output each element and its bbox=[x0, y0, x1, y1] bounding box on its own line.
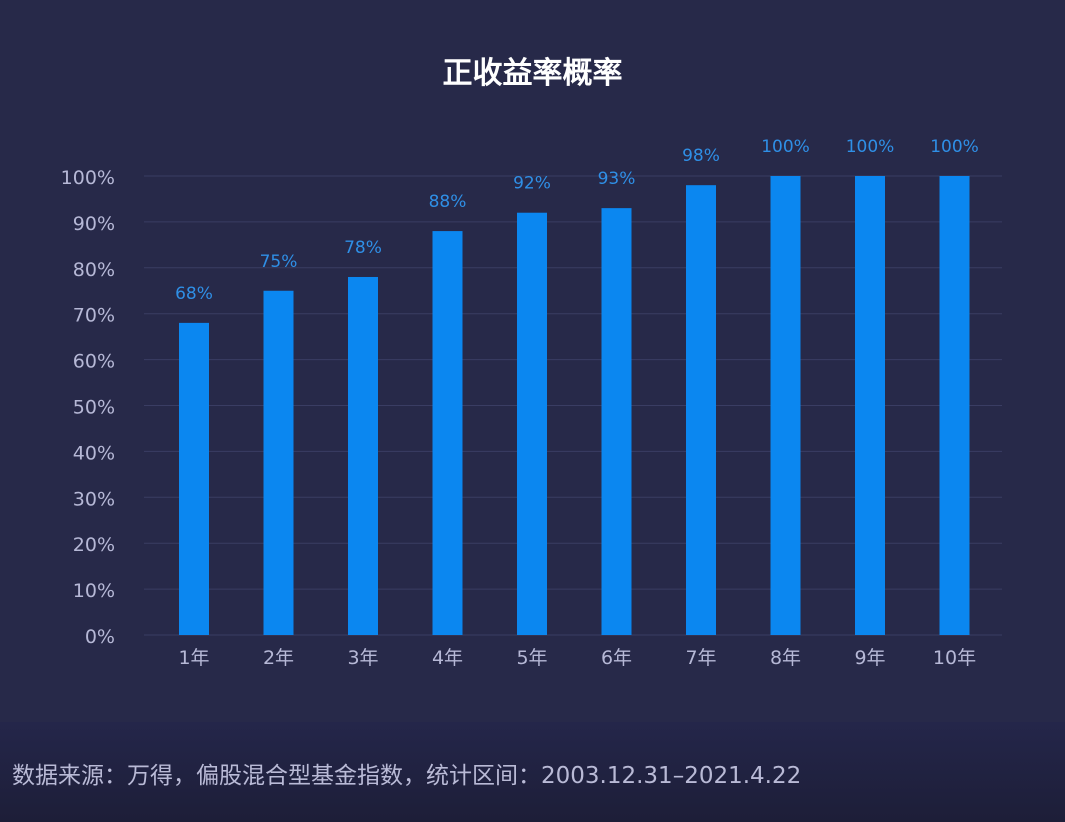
bar bbox=[432, 231, 463, 635]
x-tick-label: 7年 bbox=[685, 647, 716, 669]
bar bbox=[855, 176, 885, 635]
y-tick-label: 0% bbox=[85, 626, 115, 648]
bar bbox=[179, 322, 209, 635]
y-tick-label: 100% bbox=[61, 167, 115, 189]
x-tick-label: 2年 bbox=[263, 647, 294, 669]
data-label: 88% bbox=[429, 192, 467, 212]
data-label: 98% bbox=[682, 146, 720, 166]
data-label: 78% bbox=[344, 238, 382, 258]
y-tick-label: 30% bbox=[73, 488, 115, 510]
y-tick-label: 10% bbox=[73, 580, 115, 602]
data-label: 100% bbox=[846, 137, 895, 157]
y-tick-label: 90% bbox=[73, 213, 115, 235]
y-tick-label: 50% bbox=[73, 397, 115, 419]
data-source-note: 数据来源：万得，偏股混合型基金指数，统计区间：2003.12.31–2021.4… bbox=[12, 763, 802, 789]
x-tick-label: 8年 bbox=[770, 647, 801, 669]
bar bbox=[601, 208, 632, 635]
data-label: 100% bbox=[761, 137, 810, 157]
bar bbox=[517, 212, 547, 635]
bar-chart: 0% 10% 20% 30% 40% 50% 60% 70% 80% 90% 100% 68% 1年 75… bbox=[61, 137, 1002, 669]
x-tick-label: 1年 bbox=[178, 647, 209, 669]
data-label: 93% bbox=[598, 169, 636, 189]
y-tick-label: 40% bbox=[73, 442, 115, 464]
y-tick-label: 60% bbox=[73, 351, 115, 373]
footer: 数据来源：万得，偏股混合型基金指数，统计区间：2003.12.31–2021.4… bbox=[0, 722, 1065, 822]
bar bbox=[263, 290, 294, 635]
x-tick-label: 9年 bbox=[854, 647, 885, 669]
y-tick-label: 80% bbox=[73, 259, 115, 281]
bar bbox=[939, 176, 970, 635]
data-label: 92% bbox=[513, 174, 551, 194]
x-tick-label: 4年 bbox=[432, 647, 463, 669]
x-tick-label: 6年 bbox=[601, 647, 632, 669]
chart-title: 正收益率概率 bbox=[442, 56, 623, 91]
x-tick-label: 3年 bbox=[347, 647, 378, 669]
bar bbox=[686, 185, 716, 635]
bar bbox=[770, 176, 801, 635]
bar bbox=[348, 276, 378, 635]
data-label: 100% bbox=[930, 137, 979, 157]
y-tick-label: 70% bbox=[73, 305, 115, 327]
x-tick-label: 10年 bbox=[933, 647, 976, 669]
data-label: 68% bbox=[175, 284, 213, 304]
data-label: 75% bbox=[260, 252, 298, 272]
y-tick-label: 20% bbox=[73, 534, 115, 556]
x-tick-label: 5年 bbox=[516, 647, 547, 669]
